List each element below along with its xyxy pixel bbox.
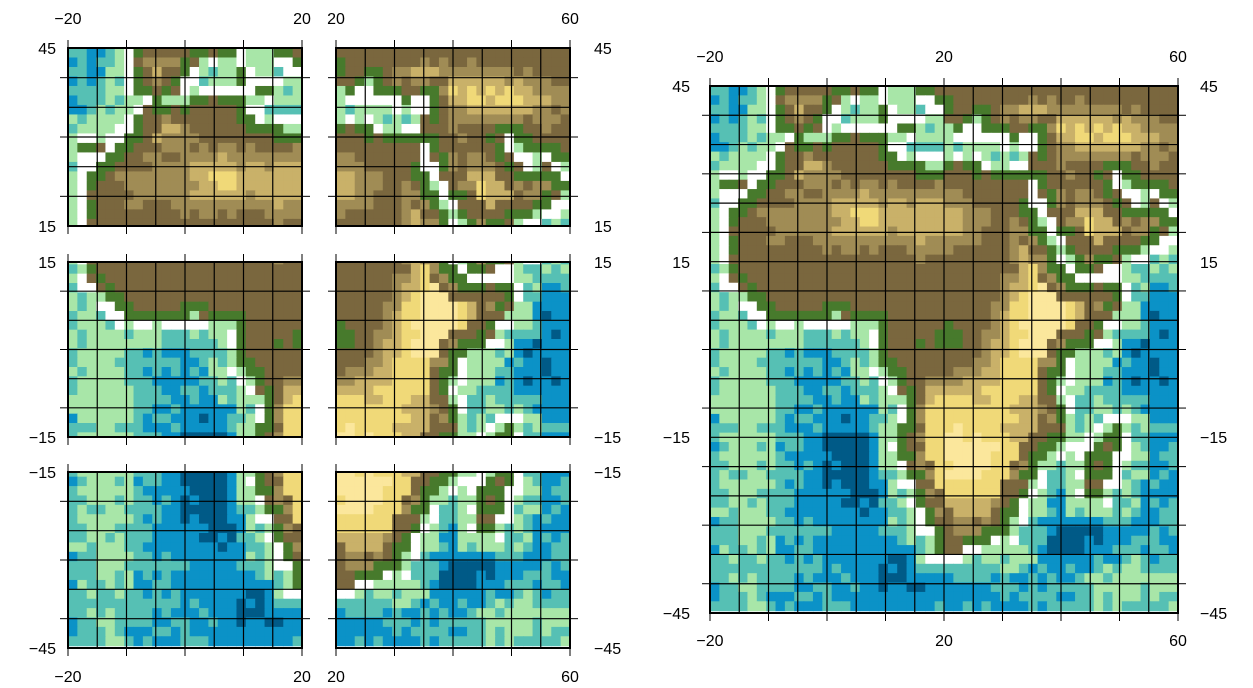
lon-label-full-bottom-2: 20 (935, 633, 953, 650)
lat-label-ne-bottom: 15 (594, 219, 612, 236)
lon-label-full-bottom-1: −20 (696, 633, 723, 650)
graticule-nw (68, 48, 302, 226)
lon-label-ne-left: 20 (327, 11, 345, 28)
lat-label-full-right-4: −45 (1200, 606, 1227, 623)
lon-label-nw-left: −20 (54, 11, 81, 28)
map-raster-nw (68, 48, 302, 226)
lat-label-e-bottom: −15 (594, 430, 621, 447)
lat-label-nw-top: 45 (38, 41, 56, 58)
lat-label-e-top: 15 (594, 255, 612, 272)
lat-label-full-left-4: −45 (663, 606, 690, 623)
axis-ticks-sw (60, 464, 310, 656)
lon-label-full-top-1: −20 (696, 49, 723, 66)
axis-ticks-nw (60, 40, 310, 234)
lon-label-sw-right: 20 (293, 669, 311, 686)
lon-label-full-bottom-3: 60 (1169, 633, 1187, 650)
lat-label-ne-top: 45 (594, 41, 612, 58)
map-raster-se (336, 472, 570, 648)
graticule-sw (68, 472, 302, 648)
map-panel-ne: 20 60 45 15 (327, 11, 612, 236)
graticule-w (68, 262, 302, 437)
lat-label-se-bottom: −45 (594, 641, 621, 658)
lat-label-se-top: −15 (594, 465, 621, 482)
map-panel-nw: −20 20 45 15 (38, 11, 311, 236)
lat-label-sw-bottom: −45 (29, 641, 56, 658)
graticule-se (336, 472, 570, 648)
lat-label-full-left-3: −15 (663, 430, 690, 447)
axis-ticks-w (60, 254, 310, 445)
graticule-ne (336, 48, 570, 226)
lat-label-full-right-1: 45 (1200, 79, 1218, 96)
map-panel-full: −20 20 60 −20 20 60 45 15 −15 −45 45 15 … (663, 49, 1227, 650)
lat-label-sw-top: −15 (29, 465, 56, 482)
map-raster-full (710, 86, 1178, 613)
lat-label-full-right-3: −15 (1200, 430, 1227, 447)
map-panel-se: −15 −45 20 60 (327, 464, 621, 686)
axis-ticks-e (328, 254, 578, 445)
map-raster-w (68, 262, 302, 437)
map-panel-sw: −15 −45 −20 20 (29, 464, 311, 686)
lon-label-sw-left: −20 (54, 669, 81, 686)
map-raster-e (336, 262, 570, 437)
lat-label-w-top: 15 (38, 255, 56, 272)
lat-label-full-left-1: 45 (672, 79, 690, 96)
map-raster-sw (68, 472, 302, 648)
graticule-e (336, 262, 570, 437)
lon-label-nw-right: 20 (293, 11, 311, 28)
lon-label-full-top-2: 20 (935, 49, 953, 66)
lat-label-nw-bottom: 15 (38, 219, 56, 236)
lon-label-se-right: 60 (561, 669, 579, 686)
lon-label-full-top-3: 60 (1169, 49, 1187, 66)
axis-ticks-se (328, 464, 578, 656)
lat-label-full-left-2: 15 (672, 255, 690, 272)
lat-label-full-right-2: 15 (1200, 255, 1218, 272)
map-raster-ne (336, 48, 570, 226)
axis-ticks-ne (328, 40, 578, 234)
map-panel-e: 15 −15 (328, 254, 621, 447)
axis-ticks-full (702, 78, 1186, 621)
graticule-full (710, 86, 1178, 613)
lon-label-ne-right: 60 (561, 11, 579, 28)
lat-label-w-bottom: −15 (29, 430, 56, 447)
lon-label-se-left: 20 (327, 669, 345, 686)
map-panel-w: 15 −15 (29, 254, 310, 447)
